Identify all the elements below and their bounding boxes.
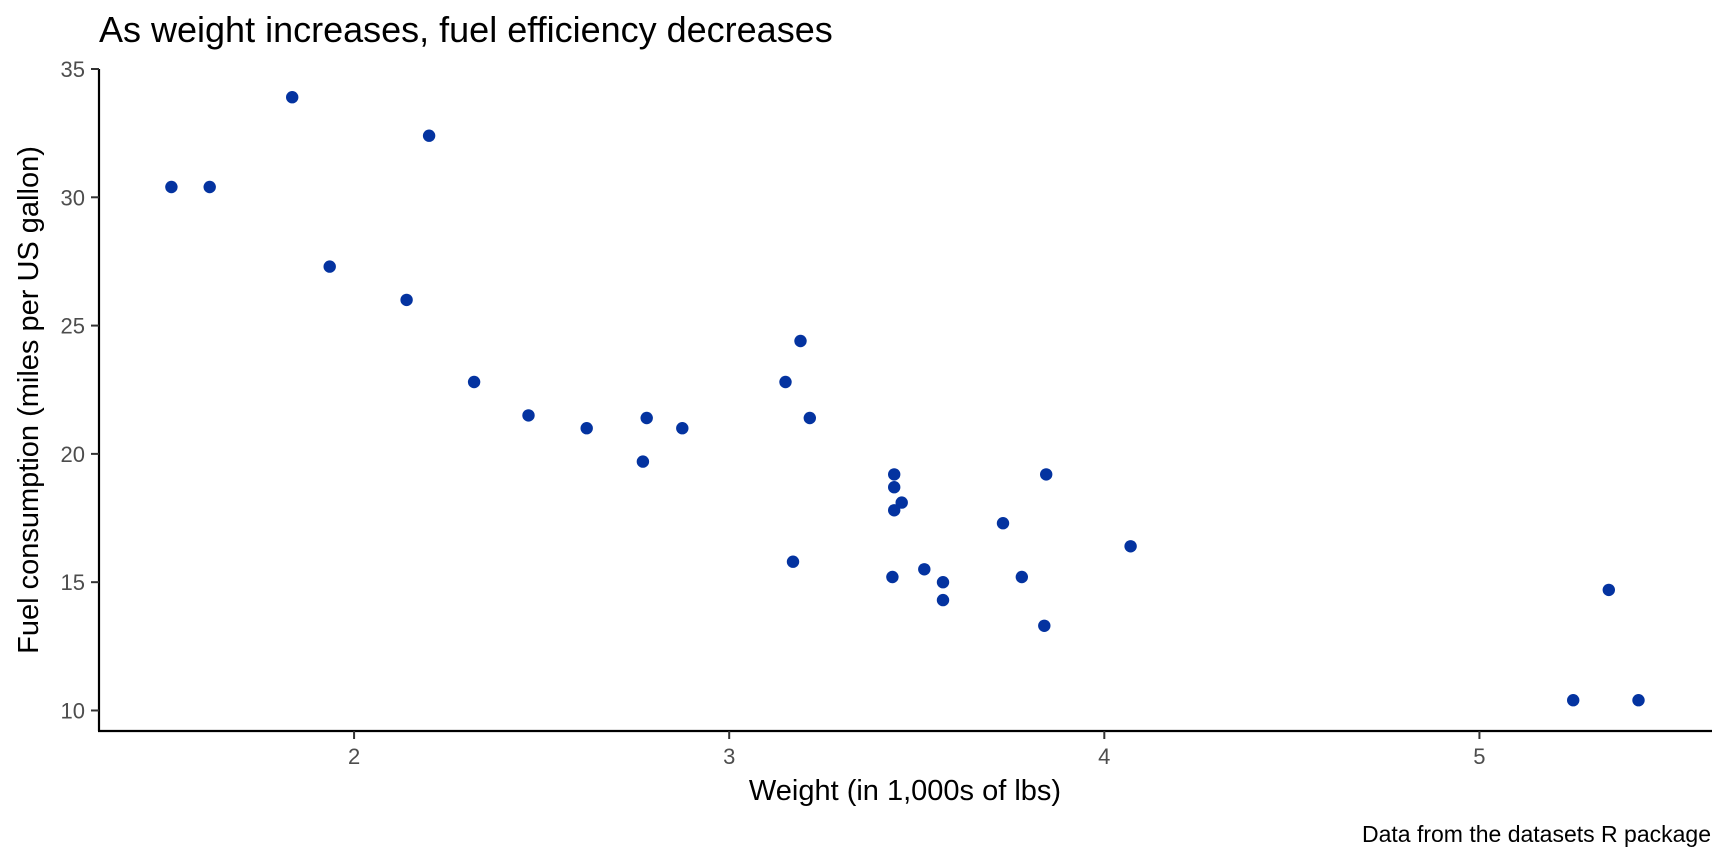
y-tick-label-15: 15 bbox=[61, 570, 85, 595]
x-tick-label-2: 2 bbox=[348, 744, 360, 769]
y-tick-label-25: 25 bbox=[61, 314, 85, 339]
data-point-29 bbox=[786, 555, 800, 568]
x-axis-title: Weight (in 1,000s of lbs) bbox=[749, 775, 1061, 807]
chart-caption: Data from the datasets R package bbox=[1362, 821, 1711, 847]
data-point-8 bbox=[794, 334, 807, 348]
y-tick-label-30: 30 bbox=[61, 185, 85, 210]
data-point-4 bbox=[803, 411, 816, 425]
data-point-27 bbox=[400, 293, 413, 307]
data-points bbox=[165, 91, 1645, 707]
data-point-15 bbox=[1567, 694, 1580, 707]
x-axis-ticks: 2 3 4 5 bbox=[348, 731, 1486, 769]
data-point-2 bbox=[676, 422, 689, 435]
data-point-19 bbox=[203, 180, 216, 194]
data-point-11 bbox=[888, 504, 901, 517]
data-point-6 bbox=[895, 496, 908, 509]
data-point-22 bbox=[918, 563, 931, 576]
data-point-3 bbox=[467, 375, 481, 389]
data-point-24 bbox=[1038, 619, 1051, 632]
data-point-32 bbox=[640, 411, 653, 425]
data-point-16 bbox=[1632, 694, 1645, 707]
y-tick-label-20: 20 bbox=[61, 442, 85, 467]
chart-title: As weight increases, fuel efficiency dec… bbox=[99, 9, 833, 50]
data-point-25 bbox=[1040, 468, 1053, 481]
data-point-30 bbox=[636, 455, 650, 468]
x-tick-label-5: 5 bbox=[1473, 744, 1485, 769]
data-point-23 bbox=[886, 570, 899, 584]
data-point-28 bbox=[165, 180, 178, 194]
data-point-7 bbox=[936, 593, 950, 607]
data-point-5 bbox=[888, 481, 901, 494]
data-point-26 bbox=[323, 260, 336, 273]
data-point-20 bbox=[286, 91, 299, 104]
data-point-10 bbox=[888, 468, 901, 481]
y-tick-label-10: 10 bbox=[61, 698, 85, 723]
data-point-9 bbox=[779, 375, 792, 389]
x-tick-label-3: 3 bbox=[723, 744, 735, 769]
data-point-14 bbox=[1015, 570, 1028, 584]
data-point-17 bbox=[1602, 583, 1616, 597]
data-point-1 bbox=[580, 422, 593, 435]
y-tick-label-35: 35 bbox=[61, 57, 85, 82]
data-point-13 bbox=[996, 517, 1010, 530]
x-tick-label-4: 4 bbox=[1098, 744, 1110, 769]
data-point-21 bbox=[522, 409, 535, 422]
y-axis-title: Fuel consumption (miles per US gallon) bbox=[13, 146, 45, 654]
data-point-12 bbox=[1124, 540, 1137, 553]
data-point-18 bbox=[422, 129, 436, 142]
data-point-31 bbox=[936, 576, 950, 589]
y-axis-ticks: 10 15 20 25 30 35 bbox=[61, 57, 99, 723]
